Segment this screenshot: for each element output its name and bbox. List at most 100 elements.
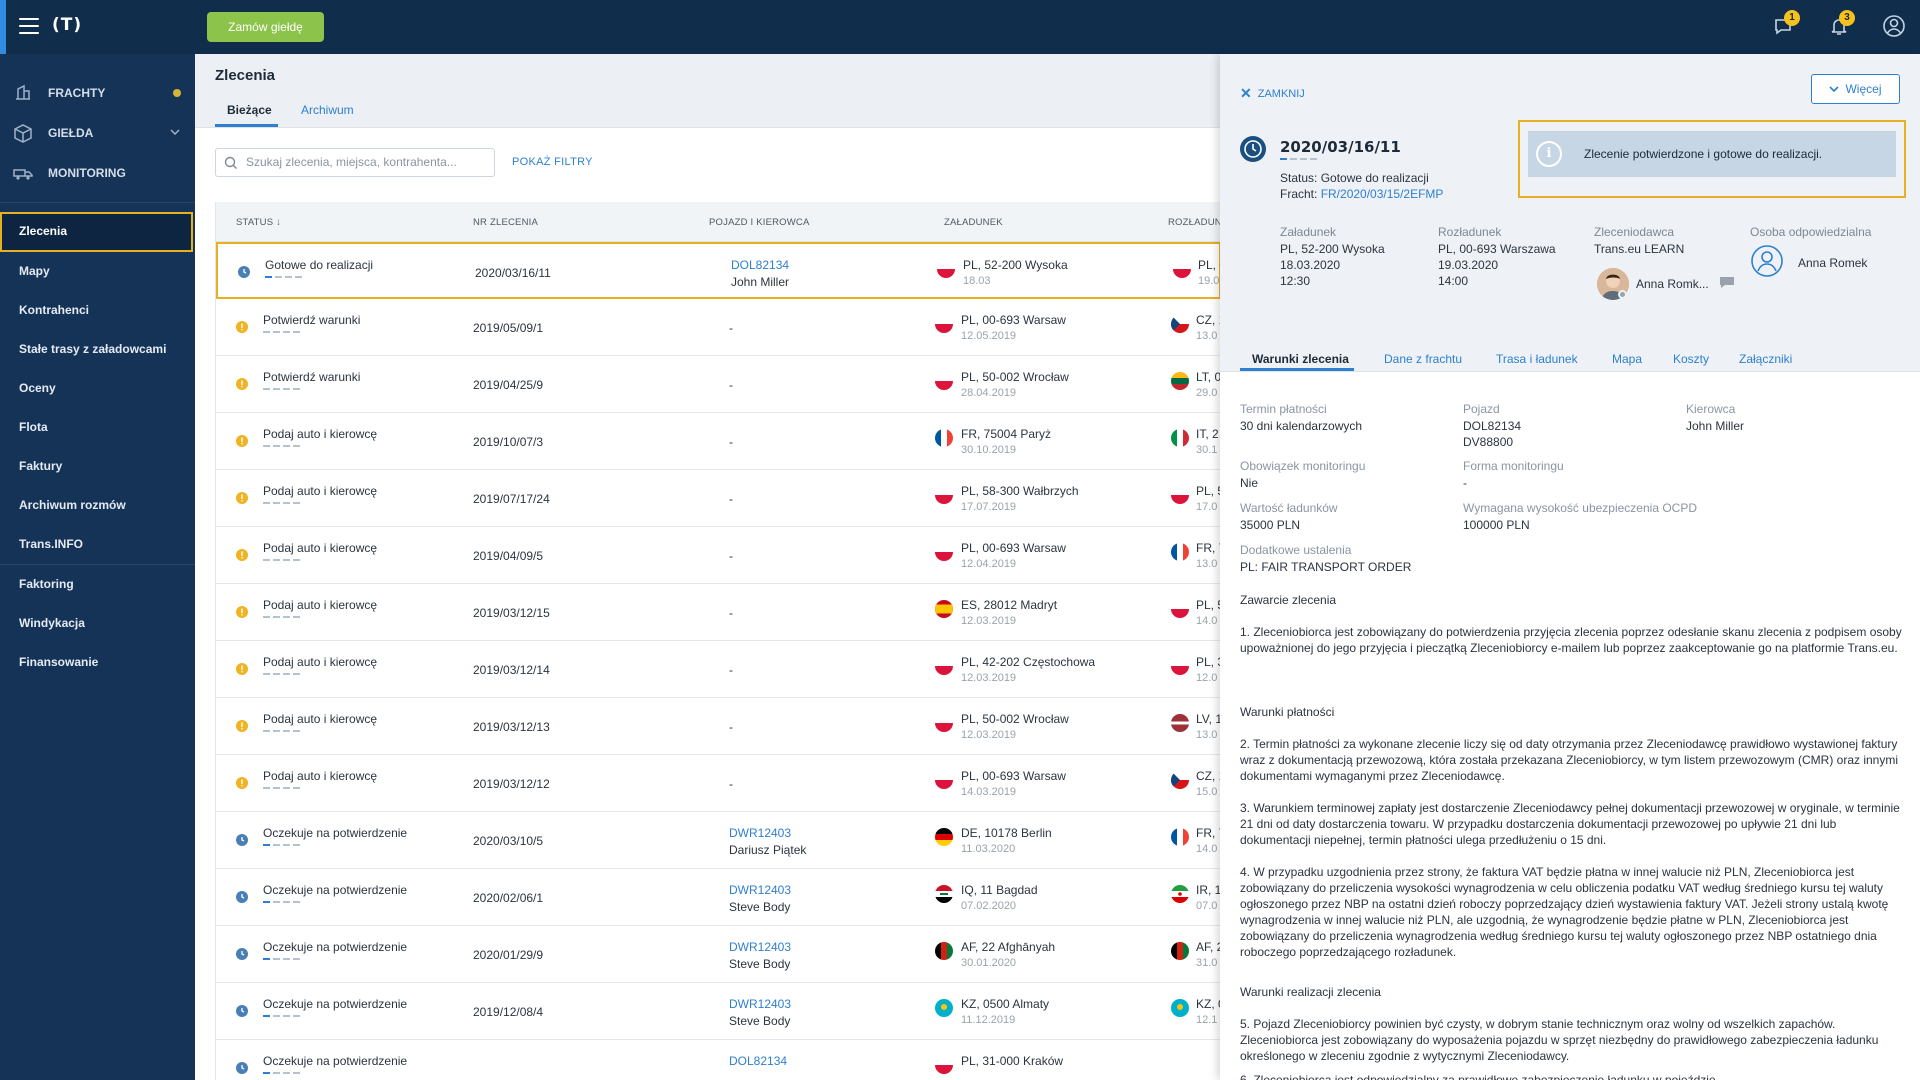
table-row[interactable]: Oczekuje na potwierdzenie 2020/01/29/9 DWR… [216,926,1221,983]
sidebar-item-oceny[interactable]: Oceny [0,369,195,407]
sidebar-item-archiwum-rozmow[interactable]: Archiwum rozmów [0,486,195,524]
tab-biezace[interactable]: Bieżące [227,103,272,117]
column-header-loading[interactable]: ZAŁADUNEK [944,217,1003,228]
sidebar-main-monitoring[interactable]: MONITORING [0,153,195,193]
sidebar-item-windykacja[interactable]: Windykacja [0,604,195,642]
vehicle-link[interactable]: DWR12403 [729,940,792,954]
clock-status-icon [238,266,250,278]
table-row[interactable]: Oczekuje na potwierdzenie 2020/02/06/1 DWR… [216,869,1221,926]
terms-paragraph: 2. Termin płatności za wykonane zlecenie… [1240,737,1898,783]
more-button[interactable]: Więcej [1811,74,1900,104]
table-row[interactable]: Gotowe do realizacji 2020/03/16/11 DOL8213… [216,242,1221,299]
vehicle-link[interactable]: DWR12403 [729,826,792,840]
show-filters-link[interactable]: POKAŻ FILTRY [512,156,593,168]
order-number[interactable]: 2019/05/09/1 [473,321,544,335]
vehicle-link[interactable]: DOL82134 [731,258,790,272]
table-row[interactable]: Podaj auto i kierowcę 2019/03/12/14 - PL, 4… [216,641,1221,698]
search-input[interactable] [246,155,486,169]
sidebar-main-frachty[interactable]: FRACHTY [0,73,195,113]
sidebar-item-zlecenia[interactable]: Zlecenia [0,212,193,252]
tab-archiwum[interactable]: Archiwum [301,103,354,117]
sidebar-item-mapy[interactable]: Mapy [0,252,195,290]
order-exchange-button[interactable]: Zamów giełdę [207,12,324,42]
vehicle-link[interactable]: DOL82134 [729,1054,788,1068]
sidebar-item-trans-info[interactable]: Trans.INFO [0,525,195,563]
order-status: Status: Gotowe do realizacji [1280,171,1429,185]
order-number[interactable]: 2020/03/10/5 [473,834,544,848]
vehicle-value-2: DV88800 [1463,435,1514,449]
order-detail-header: ✕ ZAMKNIJ Więcej 2020/03/16/11 Status: Go… [1220,54,1920,372]
order-status: Potwierdź warunki [263,370,361,384]
france-flag-icon [1171,543,1189,561]
table-row[interactable]: Podaj auto i kierowcę 2019/07/17/24 - PL, 5… [216,470,1221,527]
tab-warunki-zlecenia[interactable]: Warunki zlecenia [1252,352,1349,366]
fracht-link[interactable]: FR/2020/03/15/2EFMP [1320,187,1444,201]
sidebar-item-flota[interactable]: Flota [0,408,195,446]
order-number[interactable]: 2019/10/07/3 [473,435,544,449]
app-logo[interactable]: (T) [52,15,83,35]
sidebar-item-faktoring[interactable]: Faktoring [0,565,195,603]
tab-dane-z-frachtu[interactable]: Dane z frachtu [1384,352,1463,366]
order-number[interactable]: 2019/12/08/4 [473,1005,544,1019]
sidebar-main-gielda[interactable]: GIEŁDA [0,113,195,153]
sidebar-item-kontrahenci[interactable]: Kontrahenci [0,291,195,329]
order-number[interactable]: 2019/04/25/9 [473,378,544,392]
client-person[interactable]: Anna Romk... [1636,277,1709,291]
order-number[interactable]: 2019/03/12/13 [473,720,550,734]
messages-icon[interactable]: 1 [1770,10,1800,40]
order-number[interactable]: 2019/03/12/12 [473,777,550,791]
loading-address: PL, 58-300 Wałbrzych [961,484,1079,498]
vehicle-link[interactable]: DWR12403 [729,883,792,897]
order-number[interactable]: 2020/02/06/1 [473,891,544,905]
poland-flag-icon [935,771,953,789]
table-row[interactable]: Oczekuje na potwierdzenie 2020/03/10/5 DWR… [216,812,1221,869]
sidebar-item-faktury[interactable]: Faktury [0,447,195,485]
column-header-status[interactable]: STATUS ↓ [236,217,282,228]
monitoring-form-label: Forma monitoringu [1463,459,1564,473]
chat-bubble-icon[interactable] [1719,276,1735,289]
sidebar-main-label: FRACHTY [48,86,106,100]
tab-mapa[interactable]: Mapa [1612,352,1643,366]
table-row[interactable]: Podaj auto i kierowcę 2019/03/12/12 - PL, 0… [216,755,1221,812]
column-header-nr[interactable]: NR ZLECENIA [473,217,539,228]
order-status: Oczekuje na potwierdzenie [263,940,408,954]
table-row[interactable]: Podaj auto i kierowcę 2019/03/12/15 - ES, 2… [216,584,1221,641]
kazakhstan-flag-icon [935,999,953,1017]
progress-dashes [263,616,303,620]
loading-address: IQ, 11 Bagdad [961,883,1038,897]
table-row[interactable]: Oczekuje na potwierdzenie DOL82134 PL, 31-… [216,1040,1221,1080]
info-icon: i [1536,141,1562,167]
notifications-bell-icon[interactable]: 3 [1825,10,1855,40]
table-row[interactable]: Potwierdź warunki 2019/05/09/1 - PL, 00-693… [216,299,1221,356]
vehicle-link[interactable]: DWR12403 [729,997,792,1011]
tab-koszty[interactable]: Koszty [1673,352,1710,366]
poland-flag-icon [935,714,953,732]
monitoring-req-label: Obowiązek monitoringu [1240,459,1366,473]
order-number[interactable]: 2019/07/17/24 [473,492,550,506]
order-number[interactable]: 2020/03/16/11 [475,266,551,280]
order-number[interactable]: 2019/04/09/5 [473,549,544,563]
order-number[interactable]: 2019/03/12/14 [473,663,550,677]
table-row[interactable]: Potwierdź warunki 2019/04/25/9 - PL, 50-002… [216,356,1221,413]
user-profile-icon[interactable] [1880,12,1908,40]
search-box[interactable] [215,148,495,177]
order-number[interactable]: 2019/03/12/15 [473,606,550,620]
table-row[interactable]: Podaj auto i kierowcę 2019/03/12/13 - PL, 5… [216,698,1221,755]
tab-zalaczniki[interactable]: Załączniki [1739,352,1793,366]
column-header-unloading[interactable]: ROZŁADUNEK [1168,217,1221,228]
exchange-box-icon [12,122,34,144]
no-vehicle: - [729,720,733,734]
hamburger-menu-icon[interactable] [19,18,39,34]
column-header-vehicle[interactable]: POJAZD I KIEROWCA [709,217,810,228]
sidebar-item-finansowanie[interactable]: Finansowanie [0,643,195,681]
table-row[interactable]: Oczekuje na potwierdzenie 2019/12/08/4 DWR… [216,983,1221,1040]
sidebar-item-stale-trasy[interactable]: Stałe trasy z załadowcami [0,330,195,368]
afghanistan-flag-icon [935,942,953,960]
tab-trasa-i-ladunek[interactable]: Trasa i ładunek [1496,352,1578,366]
close-panel-button[interactable]: ✕ ZAMKNIJ [1240,85,1305,102]
loading-address: FR, 75004 Paryż [961,427,1052,441]
order-number[interactable]: 2020/01/29/9 [473,948,544,962]
table-row[interactable]: Podaj auto i kierowcę 2019/10/07/3 - FR, 75… [216,413,1221,470]
loading-address: PL, 50-002 Wrocław [961,712,1069,726]
table-row[interactable]: Podaj auto i kierowcę 2019/04/09/5 - PL, 00… [216,527,1221,584]
